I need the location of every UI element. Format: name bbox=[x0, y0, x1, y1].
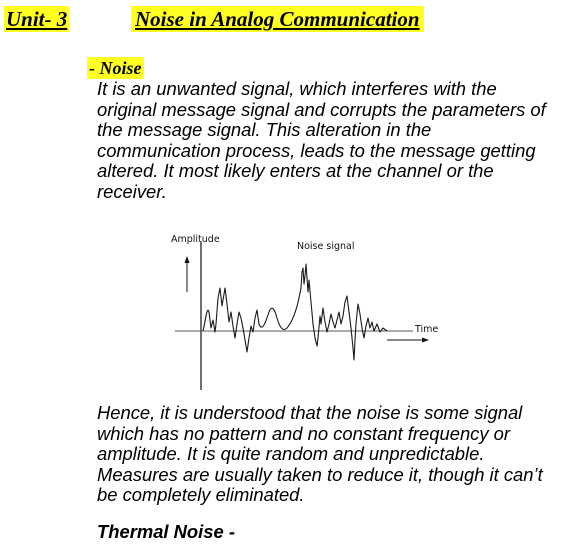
text-line: original message signal and corrupts the… bbox=[97, 98, 546, 120]
text-line: communication process, leads to the mess… bbox=[97, 139, 536, 161]
text-line: It is an unwanted signal, which interfer… bbox=[97, 78, 497, 99]
text-line: receiver. bbox=[97, 180, 167, 202]
thermal-noise-heading: Thermal Noise - bbox=[97, 521, 235, 542]
noise-signal-figure: Amplitude Noise signal Time bbox=[165, 228, 455, 398]
text-line: amplitude. It is quite random and unpred… bbox=[97, 443, 485, 465]
unit-label: Unit- 3 bbox=[4, 6, 70, 32]
x-axis-label: Time bbox=[414, 324, 438, 335]
text-line: which has no pattern and no constant fre… bbox=[97, 422, 511, 444]
signal-label: Noise signal bbox=[297, 241, 354, 252]
amplitude-arrowhead bbox=[184, 256, 190, 263]
text-line: be completely eliminated. bbox=[97, 484, 305, 506]
page-title: Noise in Analog Communication bbox=[131, 6, 424, 32]
paragraph-noise-definition: It is an unwanted signal, which interfer… bbox=[97, 78, 583, 203]
paragraph-noise-characteristics: Hence, it is understood that the noise i… bbox=[97, 402, 583, 506]
noise-signal-diagram: Amplitude Noise signal Time bbox=[171, 234, 438, 390]
text-line: Measures are usually taken to reduce it,… bbox=[97, 463, 543, 485]
text-line: Hence, it is understood that the noise i… bbox=[97, 402, 523, 423]
text-line: the message signal. This alteration in t… bbox=[97, 119, 432, 141]
time-arrowhead bbox=[422, 337, 429, 343]
noise-waveform bbox=[202, 263, 388, 361]
section-heading: - Noise bbox=[87, 57, 144, 79]
y-axis-label: Amplitude bbox=[171, 234, 220, 245]
text-line: altered. It most likely enters at the ch… bbox=[97, 160, 494, 182]
